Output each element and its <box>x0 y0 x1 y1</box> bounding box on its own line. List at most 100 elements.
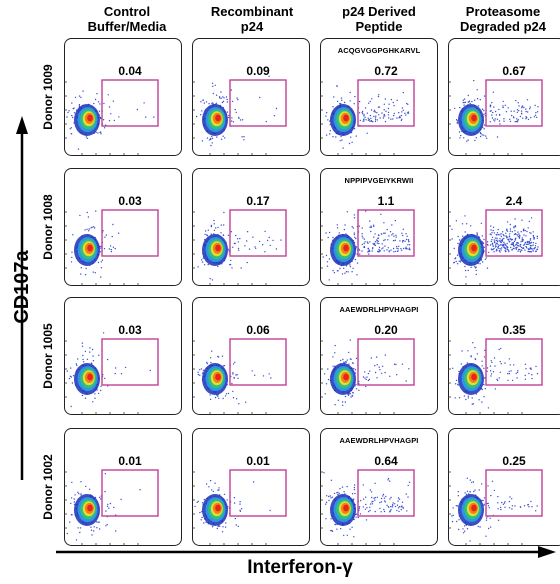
density-contour <box>87 373 93 381</box>
column-header-line1: Proteasome <box>465 4 541 19</box>
peptide-sequence: ACQGVGGPGHKARVL <box>337 46 421 55</box>
density-contour <box>215 373 221 381</box>
flow-panel: 0.03 <box>64 168 182 286</box>
column-header-line1: Recombinant <box>210 4 294 19</box>
flow-panel: 0.17 <box>192 168 310 286</box>
density-plot <box>64 38 182 156</box>
flow-panel: 2.4 <box>448 168 560 286</box>
density-plot <box>192 168 310 286</box>
panel-frame <box>320 168 438 286</box>
flow-panel: 0.01 <box>192 428 310 546</box>
column-header: Control Buffer/Media <box>67 4 187 34</box>
row-label-donor: Donor 1009 <box>41 64 55 130</box>
gate-percentage: 0.72 <box>374 64 398 78</box>
flow-panel: 0.35 <box>448 297 560 415</box>
panel-frame <box>64 297 182 415</box>
y-axis-title: CD107a <box>11 250 33 324</box>
panel-frame <box>192 38 310 156</box>
column-header-line1: p24 Derived <box>342 4 416 19</box>
panel-frame <box>192 297 310 415</box>
panel-frame <box>448 297 560 415</box>
density-contour <box>471 244 477 252</box>
density-contour <box>87 504 93 512</box>
density-plot <box>448 428 560 546</box>
gate-percentage: 2.4 <box>505 194 523 208</box>
flow-panel: 0.67 <box>448 38 560 156</box>
x-axis-arrowhead <box>538 546 556 558</box>
gate-rectangle <box>485 338 543 386</box>
panel-frame <box>64 428 182 546</box>
peptide-sequence: NPPIPVGEIYKRWII <box>344 176 414 185</box>
gate-percentage: 0.01 <box>246 454 270 468</box>
density-contour <box>343 373 349 381</box>
density-contour <box>215 504 221 512</box>
flow-panel: 0.04 <box>64 38 182 156</box>
gate-percentage: 0.03 <box>118 323 142 337</box>
gate-percentage: 0.01 <box>118 454 142 468</box>
gate-rectangle <box>357 469 415 517</box>
gate-rectangle <box>101 338 159 386</box>
density-contour <box>343 114 349 122</box>
gate-rectangle <box>485 209 543 257</box>
density-contour <box>343 244 349 252</box>
gate-rectangle <box>357 338 415 386</box>
density-plot <box>448 297 560 415</box>
density-contour <box>87 114 93 122</box>
panel-frame <box>448 428 560 546</box>
gate-percentage: 0.67 <box>502 64 526 78</box>
density-plot <box>192 428 310 546</box>
gate-percentage: 0.03 <box>118 194 142 208</box>
gate-percentage: 0.06 <box>246 323 270 337</box>
flow-panel: 0.09 <box>192 38 310 156</box>
density-contour <box>471 373 477 381</box>
column-header: Recombinant p24 <box>192 4 312 34</box>
density-contour <box>471 114 477 122</box>
flow-panel: 0.20 AAEWDRLHPVHAGPI <box>320 297 438 415</box>
column-header: p24 Derived Peptide <box>319 4 439 34</box>
y-axis-arrowhead <box>16 116 28 134</box>
gate-rectangle <box>229 338 287 386</box>
row-label-donor: Donor 1002 <box>41 454 55 520</box>
panel-frame <box>64 38 182 156</box>
density-plot <box>320 428 438 546</box>
gate-percentage: 0.17 <box>246 194 270 208</box>
gate-percentage: 0.04 <box>118 64 142 78</box>
column-header-line1: Control <box>103 4 151 19</box>
column-header-line2: Peptide <box>355 19 403 34</box>
density-plot <box>320 168 438 286</box>
panel-frame <box>448 38 560 156</box>
gate-rectangle <box>101 79 159 127</box>
density-plot <box>192 297 310 415</box>
panel-frame <box>64 168 182 286</box>
row-label-donor: Donor 1008 <box>41 194 55 260</box>
x-axis-title: Interferon-γ <box>247 557 353 578</box>
flow-panel: 0.64 AAEWDRLHPVHAGPI <box>320 428 438 546</box>
panel-frame <box>448 168 560 286</box>
gate-percentage: 0.64 <box>374 454 398 468</box>
gate-percentage: 0.35 <box>502 323 526 337</box>
panel-frame <box>192 168 310 286</box>
column-header-line2: p24 <box>240 19 264 34</box>
flow-panel: 0.01 <box>64 428 182 546</box>
gate-rectangle <box>229 209 287 257</box>
column-header: Proteasome Degraded p24 <box>443 4 560 34</box>
gate-rectangle <box>485 469 543 517</box>
gate-percentage: 0.25 <box>502 454 526 468</box>
gate-percentage: 0.20 <box>374 323 398 337</box>
column-header-line2: Buffer/Media <box>87 19 167 34</box>
density-plot <box>320 297 438 415</box>
peptide-sequence: AAEWDRLHPVHAGPI <box>339 436 419 445</box>
gate-percentage: 1.1 <box>377 194 395 208</box>
peptide-sequence: AAEWDRLHPVHAGPI <box>339 305 419 314</box>
row-label-donor: Donor 1005 <box>41 323 55 389</box>
panel-frame <box>320 428 438 546</box>
gate-rectangle <box>357 79 415 127</box>
density-plot <box>448 168 560 286</box>
density-plot <box>64 168 182 286</box>
flow-panel: 1.1 NPPIPVGEIYKRWII <box>320 168 438 286</box>
gate-rectangle <box>229 469 287 517</box>
density-plot <box>64 428 182 546</box>
gate-rectangle <box>357 209 415 257</box>
flow-panel: 0.72 ACQGVGGPGHKARVL <box>320 38 438 156</box>
gate-rectangle <box>229 79 287 127</box>
